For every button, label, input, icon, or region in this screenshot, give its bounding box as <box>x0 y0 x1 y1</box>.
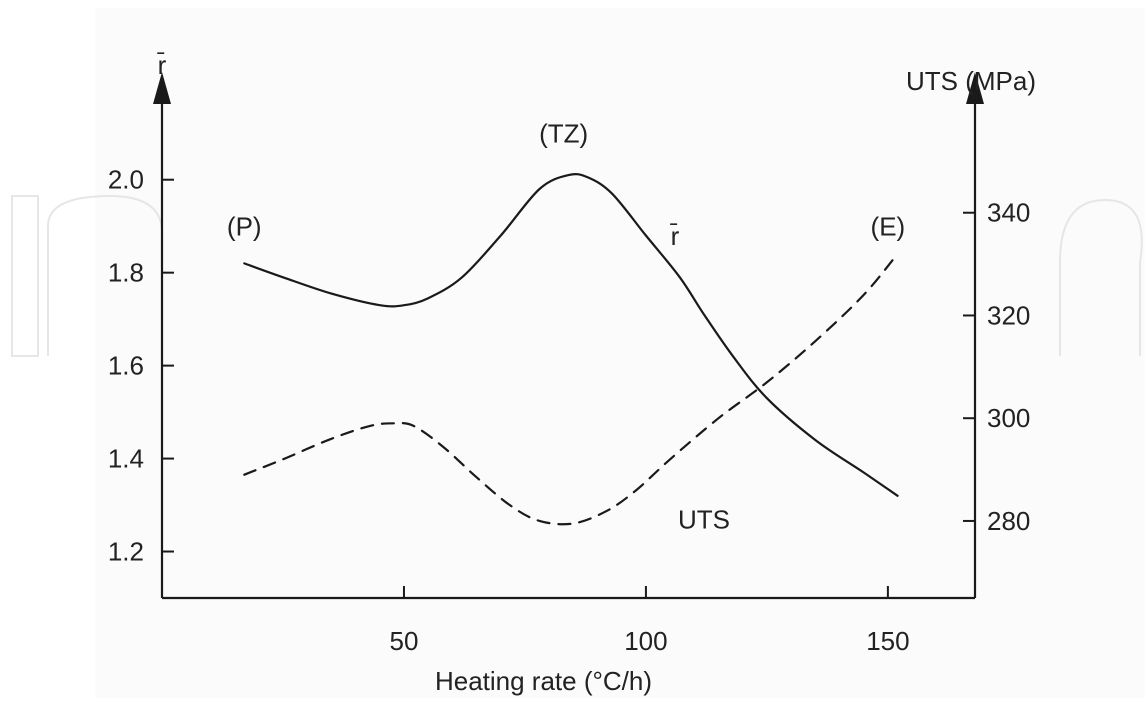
right-y-tick-label: 340 <box>987 198 1030 228</box>
right-y-axis-arrow <box>966 72 984 104</box>
right-y-tick-label: 280 <box>987 506 1030 536</box>
ticks-layer: 1.2 1.4 1.6 1.8 2.0 280 300 320 340 50 100 150 <box>108 165 1031 656</box>
left-y-tick-label: 1.4 <box>108 444 144 474</box>
axes-layer <box>153 72 984 600</box>
scan-background <box>95 8 1145 698</box>
annotation-tz: (TZ) <box>539 119 588 149</box>
r-bar-series-line <box>243 173 899 497</box>
x-tick-label: 150 <box>866 626 909 656</box>
left-y-tick-label: 1.2 <box>108 537 144 567</box>
series-layer <box>243 173 899 526</box>
left-y-tick-label: 1.6 <box>108 351 144 381</box>
watermark-logo <box>11 194 1143 357</box>
left-y-axis-title: r̄ <box>157 50 167 80</box>
right-y-tick-label: 320 <box>987 300 1030 330</box>
left-y-axis-arrow <box>153 72 171 104</box>
annotation-r: r̄ <box>670 221 680 251</box>
x-axis-title: Heating rate (°C/h) <box>435 666 652 696</box>
right-y-axis-title: UTS (MPa) <box>906 66 1036 96</box>
annotation-e: (E) <box>871 211 906 241</box>
annotation-p: (P) <box>227 211 262 241</box>
right-y-tick-label: 300 <box>987 403 1030 433</box>
x-tick-label: 100 <box>624 626 667 656</box>
left-y-tick-label: 1.8 <box>108 258 144 288</box>
uts-series-line <box>243 252 899 526</box>
labels-layer: Heating rate (°C/h) r̄ UTS (MPa) (P) (TZ) (E)… <box>157 50 1036 696</box>
annotation-uts: UTS <box>678 504 730 534</box>
x-tick-label: 50 <box>390 626 419 656</box>
left-y-tick-label: 2.0 <box>108 165 144 195</box>
